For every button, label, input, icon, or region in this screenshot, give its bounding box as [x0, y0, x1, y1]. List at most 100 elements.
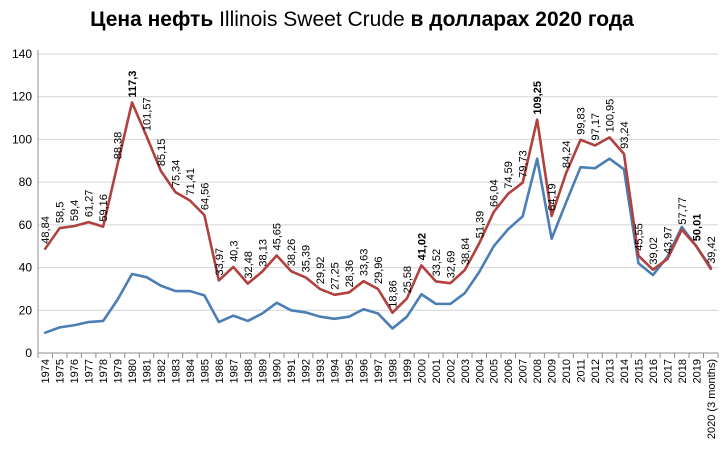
x-tick-label: 2019: [691, 359, 703, 383]
data-label: 99,83: [576, 107, 588, 135]
data-label: 58,5: [55, 202, 67, 223]
chart-title-part3: в долларах 2020 года: [404, 8, 634, 31]
y-tick-label: 120: [12, 90, 32, 104]
x-tick-label: 1981: [142, 359, 154, 383]
data-label: 28,36: [344, 260, 356, 288]
data-label: 25,58: [402, 266, 414, 294]
data-label: 50,01: [691, 214, 703, 242]
x-tick-label: 1979: [113, 359, 125, 383]
data-label: 32,69: [445, 251, 457, 279]
x-tick-label: 1978: [98, 359, 110, 383]
data-label: 29,96: [373, 256, 385, 284]
x-tick-label: 2012: [590, 359, 602, 383]
x-tick-label: 1985: [199, 359, 211, 383]
x-tick-label: 2002: [445, 359, 457, 383]
data-label: 84,24: [561, 141, 573, 169]
x-tick-label: 2004: [474, 359, 486, 383]
x-tick-label: 1974: [40, 359, 52, 383]
y-tick-label: 140: [12, 47, 32, 61]
data-label: 100,95: [604, 99, 616, 133]
x-tick-label: 1984: [185, 359, 197, 383]
data-label: 38,13: [257, 239, 269, 267]
chart-title-part1: Цена нефть: [90, 8, 220, 31]
x-tick-label: 1980: [127, 359, 139, 383]
data-label: 45,55: [633, 223, 645, 251]
data-label: 33,97: [214, 248, 226, 276]
data-label: 39,02: [648, 237, 660, 265]
x-tick-label: 2011: [576, 359, 588, 383]
data-label: 75,34: [170, 160, 182, 188]
x-tick-label: 2013: [604, 359, 616, 383]
data-label: 109,25: [532, 81, 544, 115]
chart-title-part2: Illinois Sweet Crude: [219, 8, 405, 31]
data-label: 32,48: [243, 251, 255, 279]
data-label: 38,26: [286, 239, 298, 267]
x-tick-label: 1997: [373, 359, 385, 383]
x-tick-label: 1993: [315, 359, 327, 383]
y-tick-label: 40: [19, 261, 33, 275]
x-tick-label: 2007: [518, 359, 530, 383]
data-label: 39,42: [706, 236, 718, 264]
data-label: 45,65: [272, 223, 284, 251]
data-label: 88,38: [113, 132, 125, 160]
x-tick-label: 1987: [228, 359, 240, 383]
x-tick-label: 1999: [402, 359, 414, 383]
data-label: 48,84: [40, 216, 52, 244]
y-tick-label: 0: [25, 346, 32, 360]
x-tick-label: 1998: [387, 359, 399, 383]
y-tick-label: 100: [12, 132, 32, 146]
data-label: 59,16: [98, 194, 110, 222]
data-label: 64,19: [547, 183, 559, 211]
series-line: [43, 101, 713, 315]
x-tick-label: 1995: [344, 359, 356, 383]
y-tick-label: 60: [19, 218, 33, 232]
data-label: 97,17: [590, 113, 602, 141]
x-tick-label: 2006: [503, 359, 515, 383]
data-label: 33,63: [359, 249, 371, 277]
data-label: 35,39: [301, 245, 313, 273]
data-label: 38,84: [460, 238, 472, 266]
series-line: [43, 157, 713, 335]
data-label: 40,3: [228, 241, 240, 262]
data-label: 61,27: [84, 190, 96, 218]
data-label: 33,52: [431, 249, 443, 277]
x-tick-label: 1982: [156, 359, 168, 383]
data-label: 59,4: [69, 200, 81, 221]
x-tick-label: 2005: [489, 359, 501, 383]
x-tick-label: 1986: [214, 359, 226, 383]
x-tick-label: 1983: [170, 359, 182, 383]
data-label: 57,77: [677, 197, 689, 225]
data-label: 43,97: [662, 227, 674, 255]
x-tick-label: 1977: [84, 359, 96, 383]
data-label: 71,41: [185, 168, 197, 196]
x-tick-label: 2020 (3 months): [706, 359, 718, 439]
data-label: 29,92: [315, 257, 327, 285]
x-tick-label: 2010: [561, 359, 573, 383]
x-tick-label: 2015: [633, 359, 645, 383]
x-tick-label: 1990: [272, 359, 284, 383]
y-tick-label: 20: [19, 303, 33, 317]
x-tick-label: 1992: [301, 359, 313, 383]
x-tick-label: 2000: [416, 359, 428, 383]
x-tick-label: 2016: [648, 359, 660, 383]
x-tick-label: 1996: [359, 359, 371, 383]
x-tick-label: 2001: [431, 359, 443, 383]
x-tick-label: 2003: [460, 359, 472, 383]
y-tick-label: 80: [19, 175, 33, 189]
x-tick-label: 1976: [69, 359, 81, 383]
x-tick-label: 1989: [257, 359, 269, 383]
data-label: 79,73: [518, 150, 530, 178]
x-tick-label: 2014: [619, 359, 631, 383]
x-tick-label: 2008: [532, 359, 544, 383]
x-tick-label: 2017: [662, 359, 674, 383]
x-tick-label: 2018: [677, 359, 689, 383]
x-tick-label: 1975: [55, 359, 67, 383]
data-label: 18,86: [387, 280, 399, 308]
data-label: 93,24: [619, 121, 631, 149]
x-tick-label: 2009: [547, 359, 559, 383]
data-label: 66,04: [489, 179, 501, 207]
data-label: 27,25: [330, 262, 342, 290]
data-label: 117,3: [127, 71, 139, 98]
